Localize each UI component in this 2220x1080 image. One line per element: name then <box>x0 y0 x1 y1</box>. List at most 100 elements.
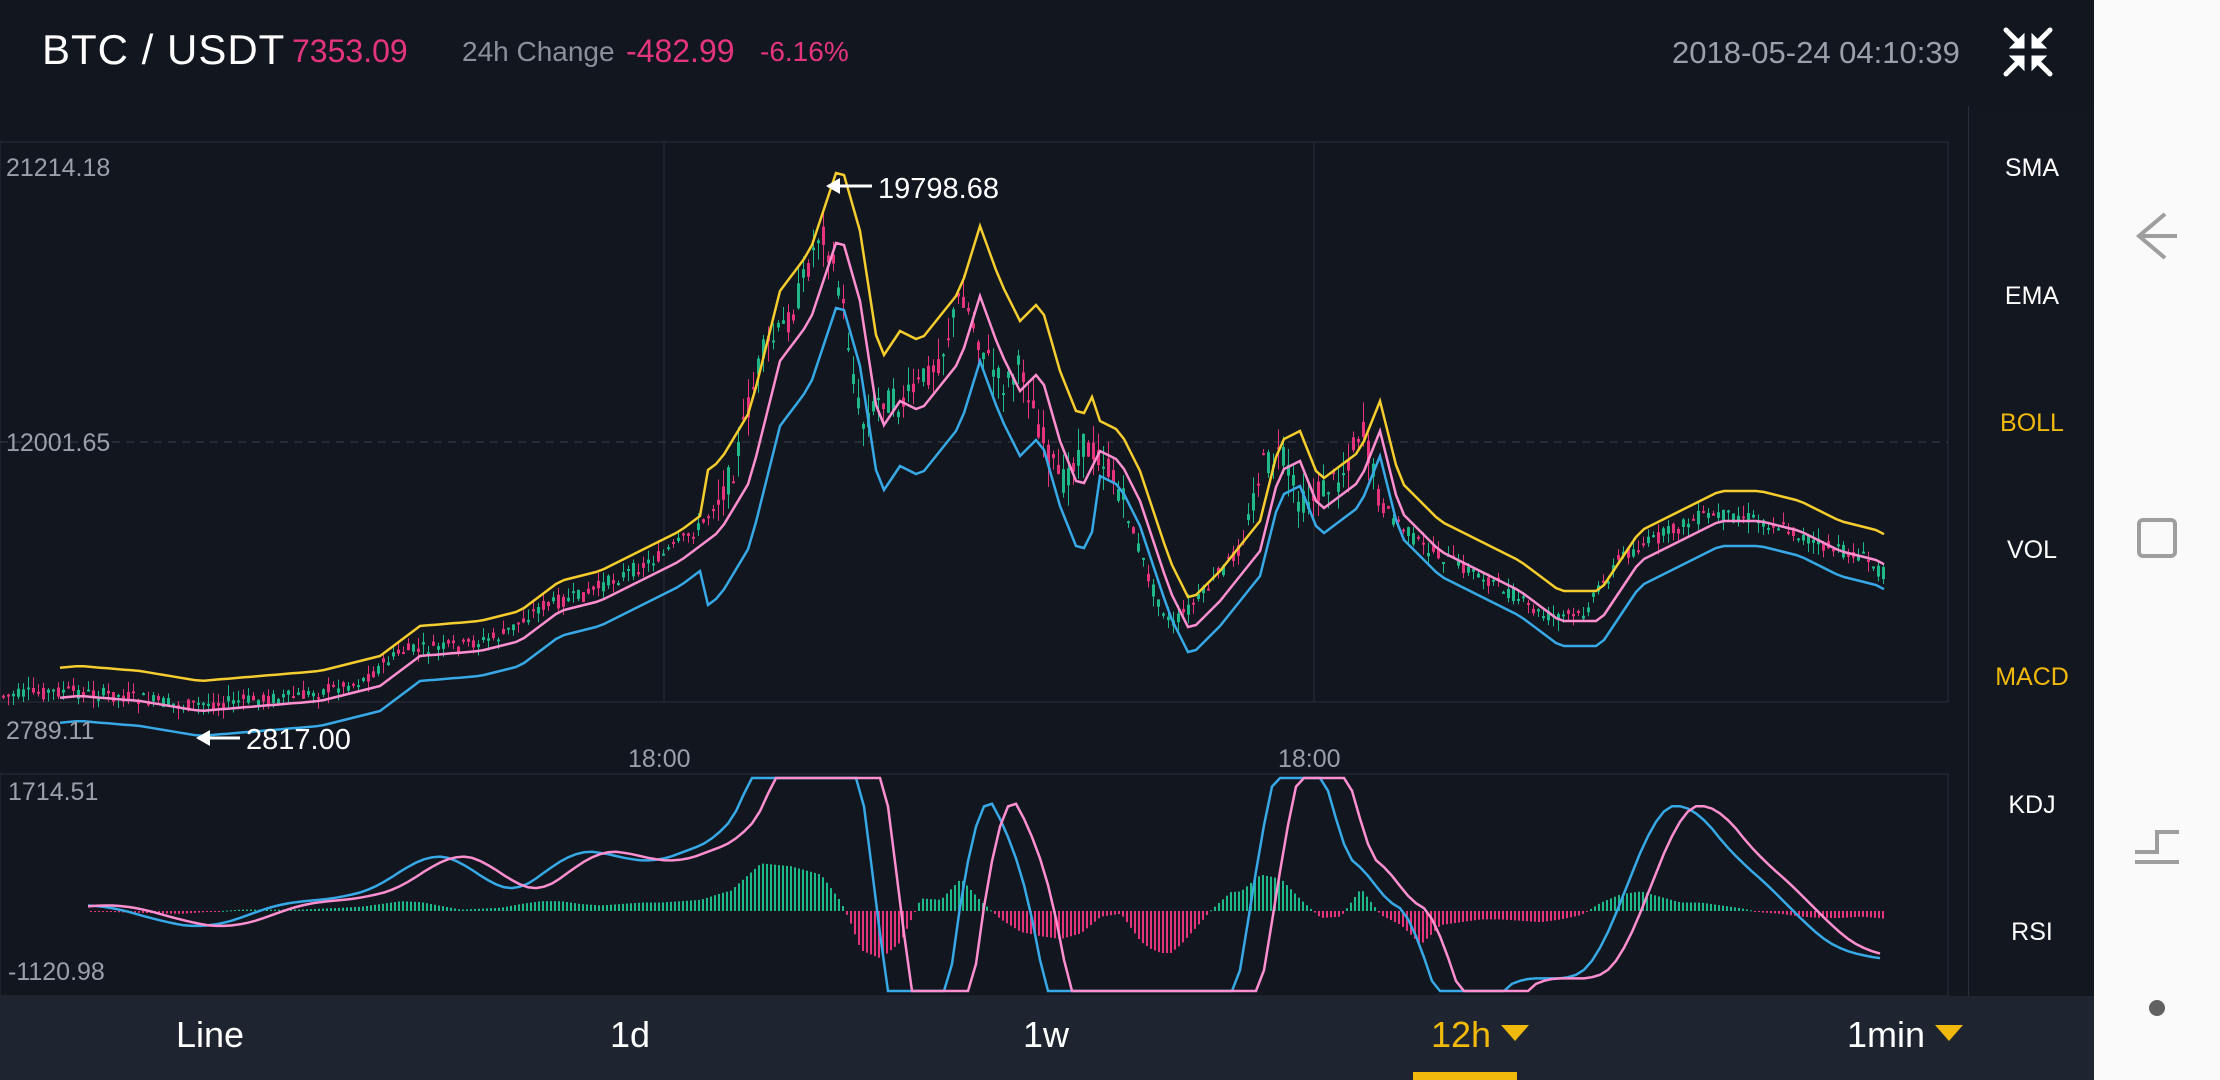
tf-1d[interactable]: 1d <box>580 1014 680 1062</box>
macd-bar <box>1214 906 1216 911</box>
candle-body <box>1382 503 1385 514</box>
candlestick-chart-svg[interactable]: 21214.18 12001.65 2789.11 18:00 18:00 19… <box>0 106 1968 996</box>
macd-bar <box>206 911 208 912</box>
macd-bar <box>1870 911 1872 918</box>
indicator-rsi[interactable]: RSI <box>2011 918 2053 946</box>
dot-icon[interactable] <box>2117 968 2197 1048</box>
collapse-arrows-icon[interactable] <box>2000 24 2056 80</box>
macd-bar <box>966 885 968 911</box>
macd-bar <box>1090 911 1092 925</box>
candle-body <box>197 702 200 705</box>
macd-bar <box>1470 911 1472 921</box>
macd-bar <box>98 911 100 912</box>
macd-bar <box>1066 911 1068 938</box>
candle-body <box>1202 586 1205 594</box>
low-marker-label: 2817.00 <box>246 724 351 756</box>
candle-body <box>172 703 175 706</box>
macd-bar <box>202 911 204 913</box>
tf-12h[interactable]: 12h <box>1405 1014 1555 1062</box>
candle-body <box>237 700 240 703</box>
chart-canvas[interactable]: 21214.18 12001.65 2789.11 18:00 18:00 19… <box>0 106 1968 996</box>
macd-bar <box>1702 902 1704 911</box>
macd-bar <box>1578 911 1580 916</box>
macd-bar <box>1290 889 1292 911</box>
candle-body <box>967 307 970 312</box>
candle-body <box>1677 529 1680 534</box>
candle-body <box>892 388 895 411</box>
macd-bar <box>754 868 756 911</box>
macd-bar <box>530 902 532 911</box>
back-icon[interactable] <box>2117 196 2197 276</box>
macd-bar <box>638 902 640 911</box>
macd-bar <box>442 906 444 911</box>
candle-body <box>1617 555 1620 560</box>
tf-line[interactable]: Line <box>150 1014 270 1062</box>
macd-bar <box>1606 900 1608 911</box>
macd-bar <box>1810 911 1812 918</box>
indicator-kdj[interactable]: KDJ <box>2008 791 2056 819</box>
macd-bar <box>998 911 1000 918</box>
candle-body <box>832 254 835 264</box>
change-percent: -6.16% <box>760 36 849 67</box>
candle-body <box>1652 535 1655 538</box>
macd-bar <box>1610 898 1612 911</box>
candle-body <box>1182 608 1185 613</box>
macd-bar <box>578 903 580 911</box>
candle-body <box>1807 536 1810 544</box>
candle-body <box>712 508 715 512</box>
macd-bar <box>1462 911 1464 922</box>
indicator-sma[interactable]: SMA <box>2004 154 2060 182</box>
candle-body <box>1157 599 1160 607</box>
macd-bar <box>1454 911 1456 924</box>
macd-bar <box>1078 911 1080 934</box>
candle-body <box>1422 542 1425 545</box>
candle-body <box>887 390 890 413</box>
tf-1w[interactable]: 1w <box>996 1014 1096 1062</box>
indicator-macd[interactable]: MACD <box>1995 663 2069 691</box>
candle-body <box>1397 519 1400 522</box>
macd-bar <box>322 908 324 911</box>
candle-body <box>27 687 30 690</box>
macd-bar <box>1802 911 1804 917</box>
candle-body <box>1207 588 1210 591</box>
macd-bar <box>950 889 952 911</box>
macd-bar <box>958 880 960 911</box>
indicator-boll[interactable]: BOLL <box>2000 409 2064 437</box>
macd-bar <box>830 888 832 911</box>
macd-bar <box>1714 904 1716 911</box>
candle-body <box>812 247 815 251</box>
macd-bar <box>450 907 452 911</box>
macd-bar <box>662 902 664 911</box>
indicator-ema[interactable]: EMA <box>2004 282 2060 310</box>
candle-body <box>452 640 455 644</box>
macd-bar <box>570 902 572 911</box>
candle-body <box>462 639 465 642</box>
macd-bar <box>1738 907 1740 911</box>
candle-body <box>602 582 605 592</box>
macd-bar <box>314 908 316 911</box>
x-label-1: 18:00 <box>628 745 691 773</box>
y-mid-label: 12001.65 <box>6 429 110 457</box>
timeframe-bar: Line 1d 1w 12h 1min <box>0 996 2094 1080</box>
macd-bar <box>134 911 136 913</box>
candle-body <box>762 339 765 359</box>
candle-body <box>1837 544 1840 547</box>
tf-1min[interactable]: 1min <box>1820 1014 1990 1062</box>
candle-body <box>542 600 545 610</box>
recents-icon[interactable] <box>2117 498 2197 578</box>
candle-body <box>417 648 420 652</box>
macd-bar <box>1786 911 1788 915</box>
macd-bar <box>1866 911 1868 918</box>
candle-body <box>1252 493 1255 511</box>
macd-bar <box>1510 911 1512 921</box>
candle-body <box>517 622 520 625</box>
macd-bar <box>1698 902 1700 911</box>
macd-bar <box>458 909 460 911</box>
macd-bar <box>478 908 480 911</box>
home-icon[interactable] <box>2117 802 2197 882</box>
macd-bar <box>734 887 736 911</box>
macd-bar <box>90 911 92 912</box>
candle-body <box>402 652 405 655</box>
indicator-vol[interactable]: VOL <box>2006 536 2058 564</box>
macd-bar <box>1642 891 1644 911</box>
